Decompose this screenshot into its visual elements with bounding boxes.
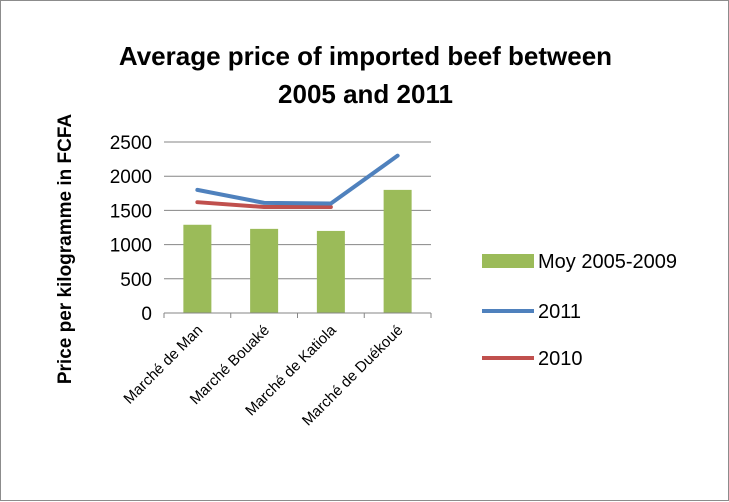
bar-0-1 bbox=[250, 228, 279, 313]
bar-0-3 bbox=[383, 189, 412, 313]
y-tick-label-3: 1500 bbox=[110, 201, 152, 222]
line-series-2 bbox=[195, 200, 333, 209]
y-axis-title: Price per kilogramme in FCFA bbox=[55, 114, 76, 385]
legend-label-2: 2010 bbox=[538, 348, 583, 370]
legend-label-1: 2011 bbox=[538, 301, 581, 323]
line-series-1 bbox=[195, 153, 400, 206]
chart-title-line-2: 2005 and 2011 bbox=[278, 79, 453, 109]
y-tick-label-0: 0 bbox=[141, 304, 152, 325]
bar-0-0 bbox=[183, 224, 212, 313]
chart-title-line-1: Average price of imported beef between bbox=[118, 41, 613, 71]
y-tick-label-1: 500 bbox=[120, 270, 152, 291]
legend-swatch-0 bbox=[482, 254, 534, 268]
y-tick-label-2: 1000 bbox=[110, 236, 152, 257]
bar-0-2 bbox=[316, 230, 345, 313]
y-tick-label-5: 2500 bbox=[110, 133, 152, 154]
chart-title: Average price of imported beef between 2… bbox=[1, 37, 729, 113]
legend-label-0: Moy 2005-2009 bbox=[538, 251, 677, 273]
y-tick-label-4: 2000 bbox=[110, 167, 152, 188]
